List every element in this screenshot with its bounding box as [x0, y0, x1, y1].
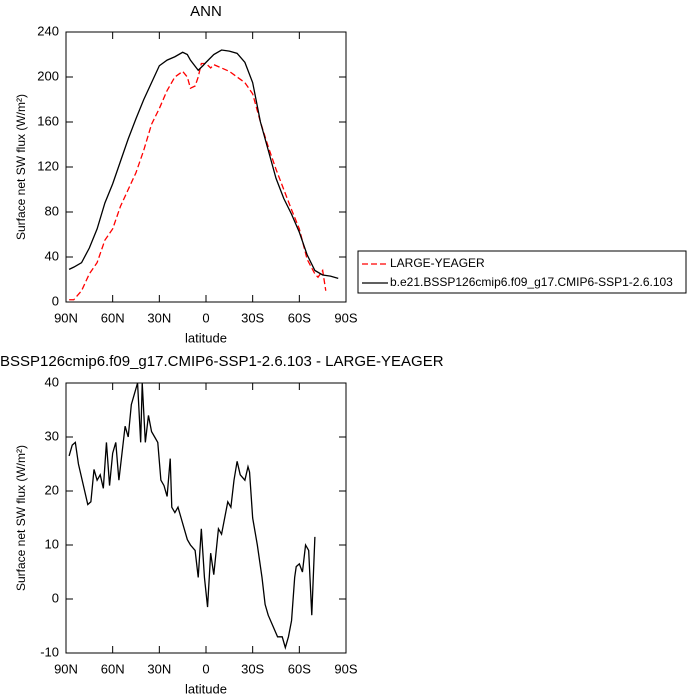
y-tick-label: 30 [45, 428, 59, 443]
x-tick-label: 30S [241, 661, 264, 676]
chart-title: BSSP126cmip6.f09_g17.CMIP6-SSP1-2.6.103 … [0, 353, 444, 370]
y-tick-label: 160 [37, 113, 59, 128]
y-tick-label: 0 [52, 590, 59, 605]
y-tick-label: 120 [37, 158, 59, 173]
x-tick-label: 30S [241, 310, 264, 325]
x-tick-label: 60N [101, 310, 125, 325]
y-tick-label: 40 [45, 248, 59, 263]
y-tick-label: 80 [45, 203, 59, 218]
x-tick-label: 0 [202, 661, 209, 676]
plot-frame [65, 31, 347, 303]
legend-label: LARGE-YEAGER [390, 256, 485, 270]
x-tick-label: 0 [202, 310, 209, 325]
y-tick-label: 0 [52, 293, 59, 308]
data-line [69, 62, 327, 301]
y-axis-label: Surface net SW flux (W/m²) [14, 94, 28, 240]
y-tick-label: 240 [37, 23, 59, 38]
x-tick-label: 90N [54, 661, 78, 676]
x-tick-label: 90S [334, 310, 357, 325]
x-tick-label: 30N [147, 661, 171, 676]
x-tick-label: 90N [54, 310, 78, 325]
chart-title: ANN [190, 3, 222, 20]
x-axis-label: latitude [185, 681, 227, 696]
y-axis-label: Surface net SW flux (W/m²) [14, 445, 28, 591]
legend-box [357, 250, 687, 294]
plot-frame [65, 382, 347, 654]
x-tick-label: 90S [334, 661, 357, 676]
y-tick-label: 20 [45, 482, 59, 497]
x-tick-label: 30N [147, 310, 171, 325]
data-line [68, 382, 316, 650]
legend-label: b.e21.BSSP126cmip6.f09_g17.CMIP6-SSP1-2.… [390, 275, 673, 289]
y-tick-label: -10 [40, 644, 59, 659]
y-tick-label: 10 [45, 536, 59, 551]
x-tick-label: 60N [101, 661, 125, 676]
x-axis-label: latitude [185, 330, 227, 345]
y-tick-label: 40 [45, 374, 59, 389]
x-tick-label: 60S [288, 310, 311, 325]
x-tick-label: 60S [288, 661, 311, 676]
data-line [68, 49, 339, 280]
y-tick-label: 200 [37, 68, 59, 83]
